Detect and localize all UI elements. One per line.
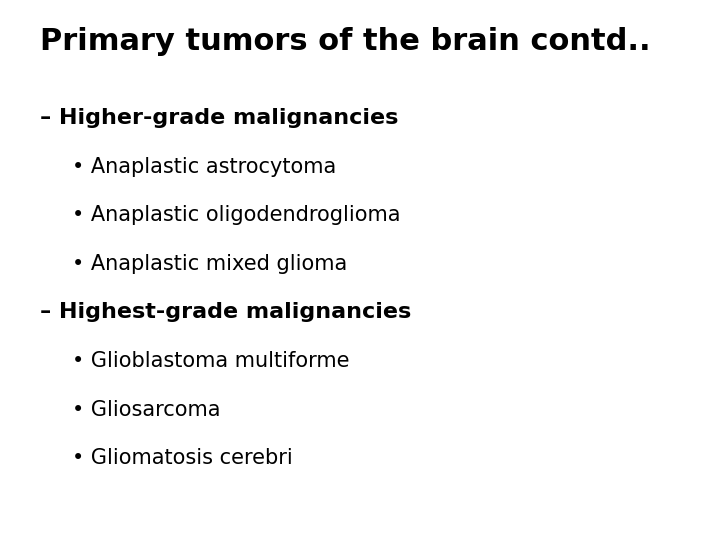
Text: • Gliomatosis cerebri: • Gliomatosis cerebri: [72, 448, 293, 468]
Text: – Higher-grade malignancies: – Higher-grade malignancies: [40, 108, 398, 128]
Text: • Anaplastic astrocytoma: • Anaplastic astrocytoma: [72, 157, 336, 177]
Text: • Gliosarcoma: • Gliosarcoma: [72, 400, 220, 420]
Text: – Highest-grade malignancies: – Highest-grade malignancies: [40, 302, 411, 322]
Text: Primary tumors of the brain contd..: Primary tumors of the brain contd..: [40, 27, 650, 56]
Text: • Glioblastoma multiforme: • Glioblastoma multiforme: [72, 351, 349, 371]
Text: • Anaplastic mixed glioma: • Anaplastic mixed glioma: [72, 254, 347, 274]
Text: • Anaplastic oligodendroglioma: • Anaplastic oligodendroglioma: [72, 205, 400, 225]
